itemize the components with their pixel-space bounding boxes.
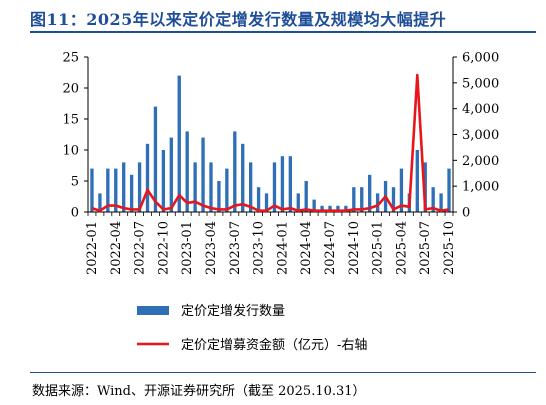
x-tick-label: 2024-07 xyxy=(323,221,338,275)
x-tick-label: 2022-07 xyxy=(133,221,148,275)
bar-2023-05 xyxy=(217,181,221,212)
y-right-tick-label: 3,000 xyxy=(462,128,499,143)
y-right-tick-label: 0 xyxy=(462,206,470,221)
bar-2023-12 xyxy=(272,162,277,212)
x-tick-label: 2023-10 xyxy=(252,221,267,275)
x-tick-label: 2024-04 xyxy=(299,221,314,275)
bar-2024-04 xyxy=(304,181,308,212)
y-right-tick-label: 2,000 xyxy=(462,154,499,169)
bar-2024-09 xyxy=(344,205,348,212)
y-left-tick-label: 15 xyxy=(62,113,79,128)
bar-2023-01 xyxy=(185,131,189,212)
y-left-tick-label: 0 xyxy=(71,206,79,221)
y-right-tick-label: 1,000 xyxy=(462,180,499,195)
bar-2024-12 xyxy=(368,174,372,212)
x-tick-label: 2022-10 xyxy=(156,221,171,275)
bar-2025-06 xyxy=(415,150,419,212)
bar-2024-05 xyxy=(312,199,316,212)
bar-2023-08 xyxy=(241,143,245,212)
bar-2024-07 xyxy=(328,205,332,212)
bar-2024-08 xyxy=(336,205,340,212)
y-left-tick-label: 20 xyxy=(62,82,79,97)
bar-2023-09 xyxy=(249,162,253,212)
x-tick-label: 2025-01 xyxy=(371,221,386,275)
x-tick-label: 2023-07 xyxy=(228,221,243,275)
bar-2022-03 xyxy=(106,168,110,212)
y-left-tick-label: 5 xyxy=(71,175,79,190)
y-left-tick-label: 25 xyxy=(62,51,79,66)
bar-2022-10 xyxy=(161,150,166,212)
x-tick-label: 2025-04 xyxy=(394,221,409,275)
axes xyxy=(84,56,457,216)
legend-label-line: 定价定增募资金额（亿元）-右轴 xyxy=(181,337,367,353)
bar-2024-11 xyxy=(360,187,364,212)
title-divider xyxy=(30,31,536,33)
y-right-tick-label: 5,000 xyxy=(462,76,499,91)
bar-2024-03 xyxy=(296,193,300,212)
bar-2022-11 xyxy=(169,137,173,212)
bar-2025-04 xyxy=(399,168,404,212)
bar-2025-03 xyxy=(391,187,396,212)
bar-2022-01 xyxy=(90,168,94,212)
bar-2023-04 xyxy=(209,162,213,212)
bar-2024-10 xyxy=(352,187,356,212)
bar-2024-02 xyxy=(288,156,292,212)
source-note: 数据来源：Wind、开源证券研究所（截至 2025.10.31） xyxy=(32,384,366,399)
figure-title: 图11：2025年以来定价定增发行数量及规模均大幅提升 xyxy=(30,10,447,29)
bar-2025-09 xyxy=(439,193,443,212)
x-tick-label: 2025-10 xyxy=(442,221,457,275)
line-series xyxy=(91,73,450,213)
bar-series xyxy=(90,75,451,212)
bar-2024-06 xyxy=(320,205,324,212)
bar-2022-05 xyxy=(122,162,126,212)
x-tick-label: 2024-10 xyxy=(347,221,362,275)
bar-2025-08 xyxy=(431,187,435,212)
y-right-tick-label: 6,000 xyxy=(462,51,499,66)
x-tick-label: 2022-04 xyxy=(109,221,124,275)
bar-2022-08 xyxy=(145,143,150,212)
bar-2023-06 xyxy=(225,168,229,212)
bar-2025-07 xyxy=(423,162,427,212)
bar-2022-02 xyxy=(98,193,102,212)
source-divider xyxy=(30,372,536,373)
bar-2023-03 xyxy=(201,137,205,212)
bar-2025-10 xyxy=(447,168,451,212)
y-right-tick-label: 4,000 xyxy=(462,102,499,117)
bar-2022-07 xyxy=(137,162,142,212)
bar-2023-07 xyxy=(233,131,237,212)
tick-labels: 0 5 10 15 20 25 0 1,000 2,000 3,000 4,000 5,000 6,00… xyxy=(62,51,499,276)
bar-2023-10 xyxy=(256,187,261,212)
legend-label-bar: 定价定增发行数量 xyxy=(181,303,285,319)
bar-2025-01 xyxy=(375,193,380,212)
y-left-tick-label: 10 xyxy=(62,144,79,159)
bar-2022-04 xyxy=(114,168,118,212)
x-tick-label: 2024-01 xyxy=(275,221,290,275)
legend-swatch-bar xyxy=(137,306,169,315)
bar-2023-02 xyxy=(193,162,197,212)
x-tick-label: 2023-04 xyxy=(204,221,219,275)
bar-2022-09 xyxy=(153,106,158,212)
bar-2023-11 xyxy=(264,193,269,212)
bar-2024-01 xyxy=(280,156,285,212)
x-tick-label: 2022-01 xyxy=(85,221,100,275)
line-amount xyxy=(91,73,450,213)
bar-2022-06 xyxy=(129,174,134,212)
x-tick-label: 2023-01 xyxy=(180,221,195,275)
x-tick-label: 2025-07 xyxy=(418,221,433,275)
bar-2022-12 xyxy=(177,75,181,212)
